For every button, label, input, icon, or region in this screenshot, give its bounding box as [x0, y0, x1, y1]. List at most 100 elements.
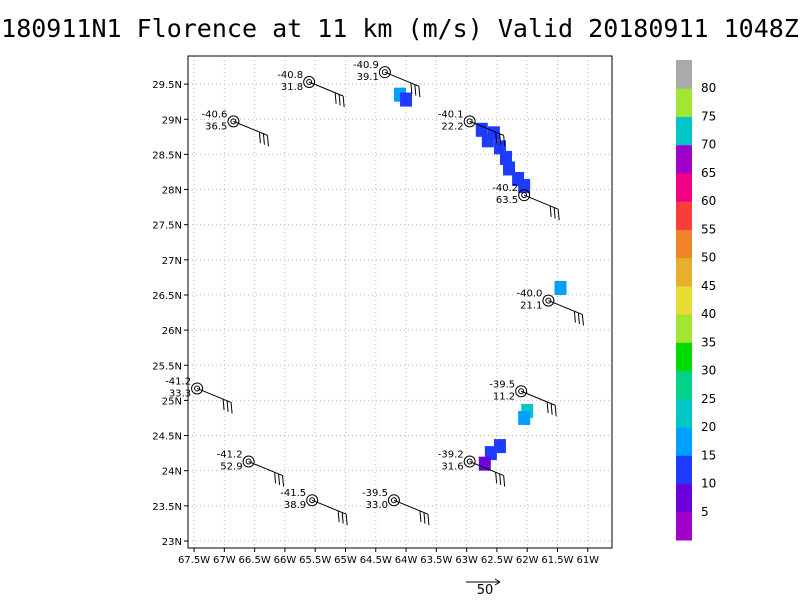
wind-barb-flag: [495, 472, 498, 484]
x-tick-label: 65W: [334, 555, 357, 566]
y-tick-label: 25N: [162, 396, 182, 407]
x-tick-label: 63.5W: [420, 555, 452, 566]
station-marker: [378, 66, 391, 79]
wind-barb-flag: [258, 132, 261, 144]
station-marker: [542, 294, 555, 307]
station-marker: [227, 115, 240, 128]
station-marker-inner: [466, 118, 473, 125]
station-speed-label: 33.3: [169, 388, 191, 399]
vector-scale-label: 50: [476, 583, 494, 598]
x-tick-label: 64W: [395, 555, 418, 566]
wind-barb-flag: [410, 82, 413, 95]
station-speed-label: 39.1: [357, 72, 379, 83]
station-temp-label: -41.2: [165, 376, 191, 387]
station-marker: [463, 455, 476, 468]
station-speed-label: 38.9: [284, 500, 306, 511]
wind-barb-flag: [345, 514, 348, 526]
wind-barb-flag: [230, 402, 233, 414]
station-temp-label: -39.2: [438, 450, 464, 461]
x-tick-label: 62W: [516, 555, 539, 566]
station-marker: [387, 494, 400, 507]
y-tick-label: 28N: [162, 186, 182, 197]
station-marker: [518, 189, 531, 202]
station-speed-label: 52.9: [220, 462, 242, 473]
y-tick-label: 24N: [162, 467, 182, 478]
station-marker-inner: [381, 69, 388, 76]
x-tick-label: 66.5W: [239, 555, 271, 566]
x-tick-label: 62.5W: [481, 555, 513, 566]
station-speed-label: 22.2: [441, 121, 463, 132]
wind-barb-flag: [338, 94, 341, 106]
wind-barb-flag: [573, 311, 576, 323]
station-temp-label: -41.2: [217, 450, 243, 461]
y-tick-label: 27N: [162, 256, 182, 267]
y-tick-label: 23.5N: [152, 502, 182, 513]
wind-barb-flag: [222, 399, 225, 411]
wind-barb-staff: [469, 461, 504, 477]
station-marker-inner: [245, 458, 252, 465]
x-tick-label: 61W: [576, 555, 599, 566]
wind-barb-flag: [581, 314, 584, 326]
shaded-cell: [478, 456, 491, 471]
station-speed-label: 36.5: [205, 121, 227, 132]
shaded-cell: [481, 133, 494, 148]
wind-barb-flag: [414, 84, 417, 96]
wind-barb-flag: [503, 135, 506, 147]
station-speed-label: 21.1: [520, 301, 542, 312]
x-tick-label: 64.5W: [360, 555, 392, 566]
wind-barb-flag: [554, 405, 557, 417]
y-tick-label: 28.5N: [152, 150, 182, 161]
wind-barb-staff: [469, 120, 504, 136]
wind-barb-flag: [274, 472, 277, 484]
station-marker: [306, 494, 319, 507]
station-marker-inner: [230, 118, 237, 125]
wind-barb-staff: [233, 120, 268, 136]
station-marker-inner: [518, 388, 525, 395]
wind-barb-staff: [520, 390, 556, 406]
station-marker-inner: [309, 497, 316, 504]
wind-barb-staff: [308, 81, 344, 97]
wind-barb-staff: [523, 194, 559, 210]
x-tick-label: 65.5W: [299, 555, 331, 566]
x-tick-label: 66W: [274, 555, 297, 566]
wind-barb-staff: [196, 387, 232, 403]
y-tick-label: 29.5N: [152, 80, 182, 91]
station-temp-label: -40.8: [277, 70, 303, 81]
shaded-cell: [475, 122, 488, 137]
wind-barb-flag: [553, 207, 556, 219]
plot-frame: [187, 55, 613, 549]
station-temp-label: -40.2: [492, 183, 518, 194]
station-marker-inner: [390, 497, 397, 504]
station-marker-inner: [306, 79, 313, 86]
wind-barb-flag: [266, 135, 269, 147]
wind-barb-flag: [495, 132, 498, 144]
wind-barb-flag: [557, 209, 560, 221]
wind-barb-flag: [337, 510, 340, 523]
y-tick-label: 26.5N: [152, 291, 182, 302]
shaded-cell: [518, 410, 531, 425]
wind-barb-flag: [341, 512, 344, 524]
station-marker-inner: [521, 192, 528, 199]
station-temp-label: -39.5: [489, 379, 515, 390]
wind-barb-flag: [550, 403, 553, 415]
station-temp-label: -40.9: [353, 60, 379, 71]
wind-barb-flag: [342, 95, 345, 108]
station-marker: [191, 382, 204, 395]
wind-barb-flag: [423, 512, 426, 524]
wind-barb-flag: [419, 510, 422, 523]
station-temp-label: -40.0: [517, 289, 543, 300]
station-temp-label: -41.5: [280, 488, 306, 499]
station-speed-label: 31.8: [281, 82, 303, 93]
x-tick-label: 67.5W: [178, 555, 210, 566]
shaded-cell: [484, 446, 497, 461]
x-tick-label: 63W: [455, 555, 478, 566]
station-speed-label: 31.6: [441, 462, 463, 473]
y-tick-label: 24.5N: [152, 432, 182, 443]
y-tick-label: 27.5N: [152, 221, 182, 232]
wind-barb-flag: [503, 475, 506, 487]
wind-barb-staff: [393, 499, 429, 515]
y-tick-label: 26N: [162, 326, 182, 337]
station-temp-label: -40.6: [202, 109, 228, 120]
wind-barb-staff: [384, 71, 420, 87]
